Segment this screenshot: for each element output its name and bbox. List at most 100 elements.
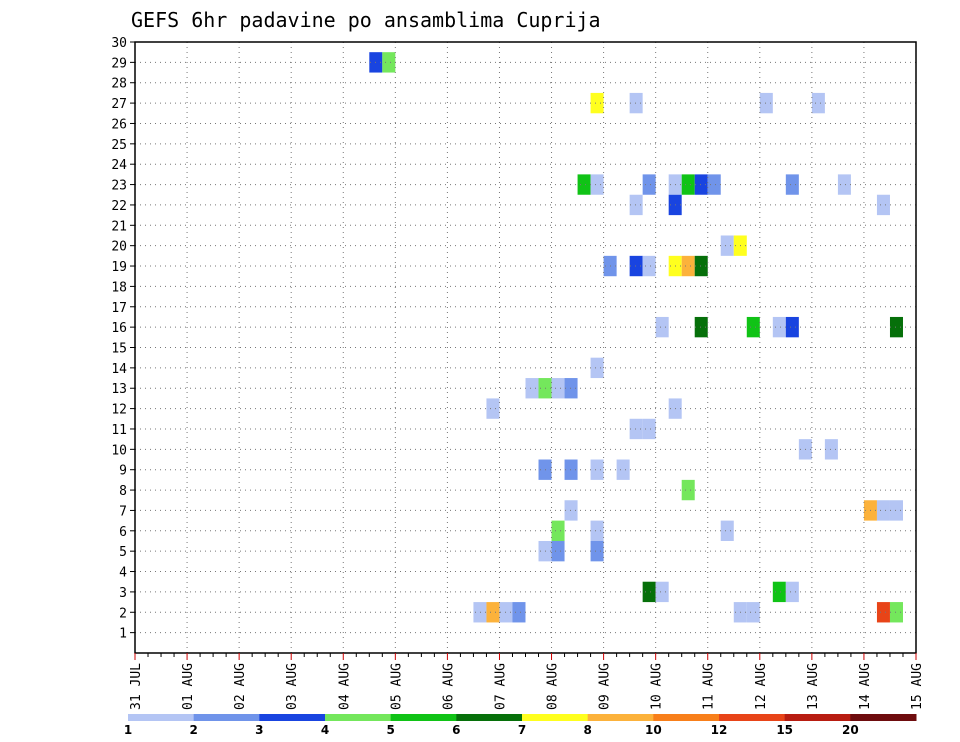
precip-cell <box>694 255 708 277</box>
precip-cell <box>590 357 604 379</box>
y-tick-label: 17 <box>111 301 127 316</box>
precip-cell <box>720 520 734 541</box>
colorbar-level-label: 12 <box>711 723 728 737</box>
y-tick-label: 10 <box>111 443 127 458</box>
x-tick-label: 02 AUG <box>233 663 248 710</box>
colorbar-swatch <box>850 714 917 721</box>
precip-cell <box>564 378 578 399</box>
precip-cell <box>889 602 903 623</box>
precip-cell <box>876 500 890 521</box>
precip-cell <box>642 255 656 277</box>
precip-cell <box>486 602 500 623</box>
precip-cell <box>590 540 604 562</box>
colorbar-level-label: 10 <box>645 723 662 737</box>
precip-cell <box>876 194 890 216</box>
y-tick-label: 20 <box>111 240 127 255</box>
x-axis: 31 JUL 01 AUG 02 AUG 03 AUG 04 AUG 05 AUG 06 A… <box>129 653 925 710</box>
precip-cell <box>785 174 799 195</box>
y-tick-label: 8 <box>119 484 127 499</box>
x-tick-label: 11 AUG <box>702 663 717 710</box>
x-tick-label: 05 AUG <box>389 663 404 710</box>
colorbar-level-label: 6 <box>452 723 460 737</box>
y-tick-label: 25 <box>111 138 127 153</box>
y-tick-label: 12 <box>111 403 127 418</box>
colorbar-swatch <box>784 714 851 721</box>
x-tick-label: 12 AUG <box>754 663 769 710</box>
y-tick-label: 19 <box>111 260 127 275</box>
y-tick-label: 11 <box>111 423 127 438</box>
x-tick-label: 10 AUG <box>650 663 665 710</box>
y-tick-label: 22 <box>111 199 127 214</box>
x-tick-label: 07 AUG <box>493 663 508 710</box>
precip-cell <box>655 581 669 603</box>
precip-cell <box>525 378 539 399</box>
precip-cell <box>772 581 786 603</box>
y-tick-label: 26 <box>111 117 127 132</box>
precip-cell <box>642 174 656 195</box>
precip-cell <box>681 174 695 195</box>
colorbar-swatch <box>456 714 523 721</box>
precip-cell <box>837 174 851 195</box>
colorbar-level-label: 8 <box>583 723 591 737</box>
y-tick-label: 23 <box>111 179 127 194</box>
x-tick-label: 06 AUG <box>441 663 456 710</box>
precip-cell <box>772 316 786 338</box>
precip-cell <box>642 581 656 603</box>
precip-cell <box>629 194 643 216</box>
colorbar-swatch <box>325 714 392 721</box>
y-tick-label: 15 <box>111 342 127 357</box>
colorbar-legend: 1 2 3 4 5 6 7 8 10 12 15 20 <box>124 714 917 737</box>
y-tick-label: 30 <box>111 36 127 51</box>
precip-cell <box>759 92 773 114</box>
precip-cell <box>486 398 500 419</box>
y-tick-label: 29 <box>111 56 127 71</box>
colorbar-level-label: 4 <box>321 723 329 737</box>
colorbar-swatch <box>522 714 589 721</box>
chart-title: GEFS 6hr padavine po ansamblima Cuprija <box>131 8 601 32</box>
precip-cell <box>681 479 695 501</box>
colorbar-level-label: 1 <box>124 723 132 737</box>
colorbar-level-label: 3 <box>255 723 263 737</box>
precip-cell <box>694 316 708 338</box>
y-tick-label: 3 <box>119 586 127 601</box>
precip-cell <box>824 439 838 460</box>
grid-lines <box>135 42 916 653</box>
colorbar-swatch <box>390 714 457 721</box>
colorbar-swatch <box>259 714 326 721</box>
y-tick-label: 6 <box>119 525 127 540</box>
precip-cell <box>785 581 799 603</box>
precip-cell <box>746 316 760 338</box>
precip-cell <box>681 255 695 277</box>
y-axis: 1234567891011121314151617181920212223242… <box>111 36 135 642</box>
x-tick-label: 04 AUG <box>337 663 352 710</box>
colorbar-swatch <box>719 714 786 721</box>
x-tick-label: 08 AUG <box>546 663 561 710</box>
precip-cell <box>694 174 708 195</box>
x-tick-label: 15 AUG <box>910 663 925 710</box>
precip-cell <box>785 316 799 338</box>
colorbar-swatch <box>653 714 720 721</box>
y-tick-label: 9 <box>119 464 127 479</box>
x-tick-label: 09 AUG <box>598 663 613 710</box>
colorbar-swatch <box>128 714 195 721</box>
precip-cell <box>564 500 578 521</box>
y-tick-label: 5 <box>119 545 127 560</box>
precip-cell <box>551 540 565 562</box>
colorbar-level-label: 2 <box>189 723 197 737</box>
precip-cell <box>590 459 604 480</box>
precip-cell <box>746 602 760 623</box>
precip-cell <box>889 500 903 521</box>
y-tick-label: 27 <box>111 97 127 112</box>
precip-cell <box>590 520 604 541</box>
x-tick-label: 01 AUG <box>181 663 196 710</box>
precip-cell <box>642 418 656 440</box>
y-tick-label: 24 <box>111 158 127 173</box>
x-tick-label: 03 AUG <box>285 663 300 710</box>
precip-cell <box>564 459 578 480</box>
y-tick-label: 28 <box>111 77 127 92</box>
precip-cell <box>720 235 734 256</box>
colorbar-level-label: 5 <box>386 723 394 737</box>
precip-cell <box>811 92 825 114</box>
colorbar-level-label: 20 <box>842 723 859 737</box>
